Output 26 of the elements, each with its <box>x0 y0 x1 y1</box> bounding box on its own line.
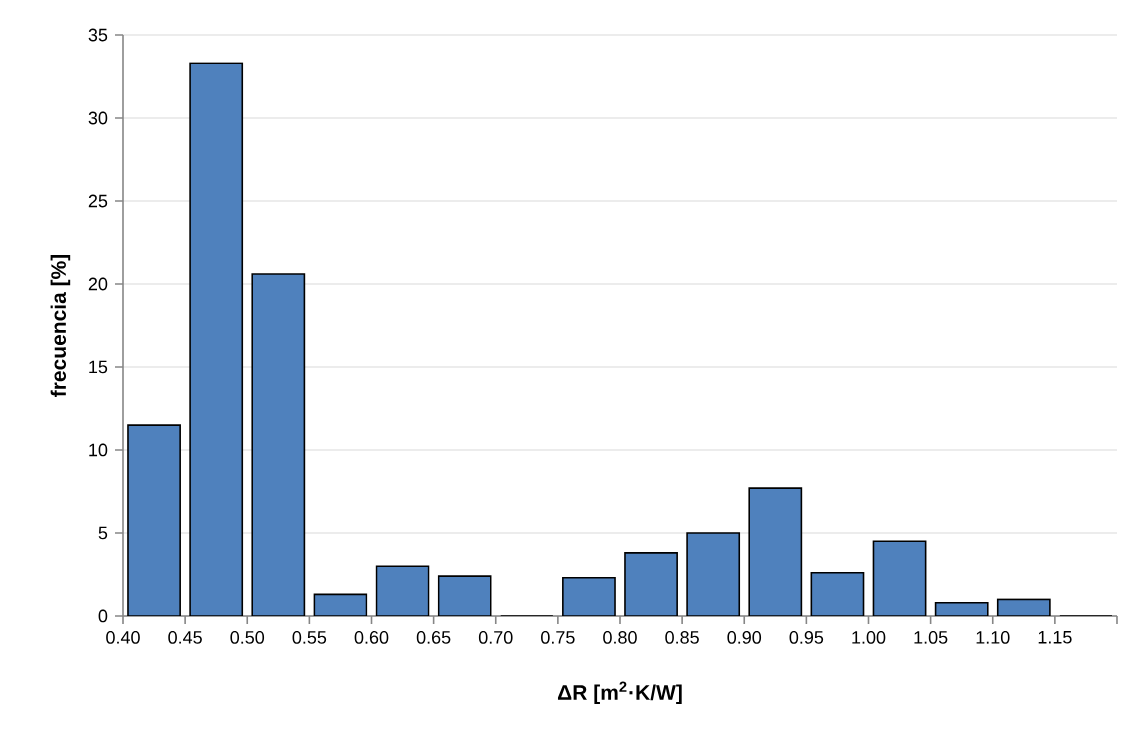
y-tick-label: 10 <box>89 443 108 457</box>
y-tick-label: 5 <box>98 526 108 540</box>
x-tick-label: 0.90 <box>727 631 762 644</box>
y-tick-label: 30 <box>88 111 108 125</box>
x-tick-label: 0.70 <box>478 631 513 644</box>
x-tick-label: 0.60 <box>354 631 389 644</box>
x-tick-label: 0.65 <box>416 631 451 644</box>
y-tick-label: 0 <box>98 609 108 623</box>
x-tick-label: 1.15 <box>1038 631 1072 644</box>
x-tick-label: 0.45 <box>168 631 202 644</box>
x-tick-label: 1.00 <box>852 631 886 644</box>
x-axis-title: ΔR [m$^{2}$·K/W] <box>557 681 682 705</box>
x-tick-label: 0.75 <box>541 631 575 644</box>
x-tick-label: 1.10 <box>976 631 1010 644</box>
y-tick-label: 15 <box>89 360 108 374</box>
x-tick-label: 0.55 <box>292 631 327 644</box>
x-tick-label: 0.85 <box>665 631 699 644</box>
y-axis-title: frecuencia [%] <box>50 254 71 397</box>
x-tick-label: 1.05 <box>914 631 948 644</box>
x-tick-label: 0.80 <box>603 631 637 644</box>
x-tick-label: 0.95 <box>789 631 824 644</box>
x-tick-label: 0.40 <box>106 631 140 644</box>
x-tick-label: 0.50 <box>230 631 265 644</box>
y-tick-label: 35 <box>88 28 108 42</box>
y-tick-label: 20 <box>88 277 108 291</box>
y-tick-label: 25 <box>88 194 108 208</box>
